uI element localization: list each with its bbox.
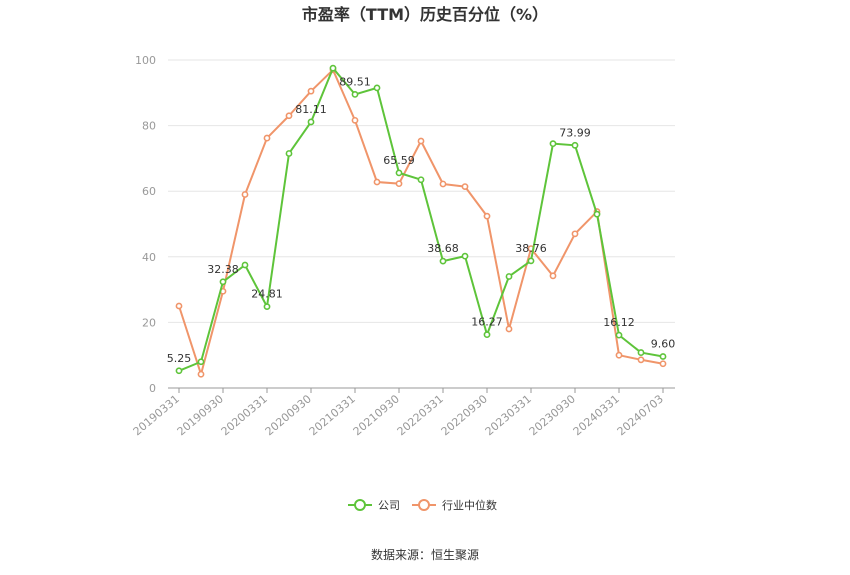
x-tick-label: 20220331 [395,392,446,438]
data-label: 32.38 [207,263,239,276]
data-point [197,358,205,366]
data-point [219,278,227,286]
legend-swatch-marker [354,499,366,511]
data-label: 65.59 [383,154,415,167]
data-label: 38.76 [515,242,547,255]
data-point [285,150,293,157]
data-point [659,353,667,360]
data-point [175,302,183,310]
legend: 公司 行业中位数 [348,498,497,512]
y-tick-label: 0 [149,382,156,395]
x-tick-label: 20220930 [439,392,490,438]
data-point [637,356,645,364]
data-point [373,178,381,186]
x-tick-label: 20230331 [483,392,534,438]
data-point [351,91,359,98]
data-point [483,212,491,220]
data-point [263,303,271,311]
data-point [417,176,425,184]
chart-title: 市盈率（TTM）历史百分位（%） [302,5,548,24]
data-point [593,210,601,218]
data-point [483,331,491,339]
data-label: 81.11 [295,103,327,116]
y-tick-label: 20 [142,316,156,329]
data-label: 16.12 [603,316,635,329]
data-point [549,272,557,280]
legend-label: 公司 [378,499,400,512]
data-label: 38.68 [427,242,459,255]
data-point [571,141,579,149]
data-label: 5.25 [167,352,192,365]
data-labels: 5.25 32.38 24.81 81.11 89.51 65.59 38.68 16.27 3… [167,75,676,364]
series-line-1 [178,68,664,376]
data-label: 9.60 [651,338,676,351]
data-point [197,370,205,378]
data-label: 24.81 [251,288,283,301]
data-point [571,230,579,238]
x-tick-label: 20200930 [263,392,314,438]
data-point [351,116,359,124]
data-point [263,134,271,142]
x-tick-label: 20190930 [175,392,226,438]
data-point [637,349,645,356]
data-point [395,169,403,177]
y-tick-label: 60 [142,185,156,198]
x-tick-label: 20210930 [351,392,402,438]
data-point [307,87,315,95]
data-point [329,64,337,72]
data-point [549,140,557,148]
legend-label: 行业中位数 [442,498,497,512]
data-point [659,360,667,368]
x-tick-label: 20190331 [131,392,182,438]
data-point [439,257,447,265]
data-point [527,257,535,265]
data-point [241,191,249,198]
data-point [395,180,403,188]
data-label: 16.27 [471,316,503,329]
axes: 0 20 40 60 80 100 2019033120190930202003312020… [131,54,675,438]
data-point [285,112,293,120]
data-point [241,261,249,269]
legend-swatch-marker [418,499,430,511]
series-layer [175,64,667,378]
grid [168,59,675,323]
data-point [175,367,183,375]
y-tick-label: 40 [142,251,156,264]
data-point [373,84,381,92]
data-point [461,183,469,191]
source-note: 数据来源：恒生聚源 [371,547,479,562]
y-tick-label: 80 [142,120,156,133]
y-tick-label: 100 [135,54,156,67]
data-point [417,137,425,145]
x-tick-label: 20240703 [615,392,666,438]
x-tick-label: 20210331 [307,392,358,438]
data-point [307,118,315,126]
data-label: 73.99 [559,126,591,139]
data-point [615,331,623,339]
data-label: 89.51 [339,75,371,88]
data-point [505,325,513,333]
x-tick-label: 20230930 [527,392,578,438]
data-point [615,351,623,359]
data-point [439,180,447,188]
data-point [461,252,469,260]
x-tick-label: 20240331 [571,392,622,438]
x-tick-label: 20200331 [219,392,270,438]
data-point [505,273,513,280]
